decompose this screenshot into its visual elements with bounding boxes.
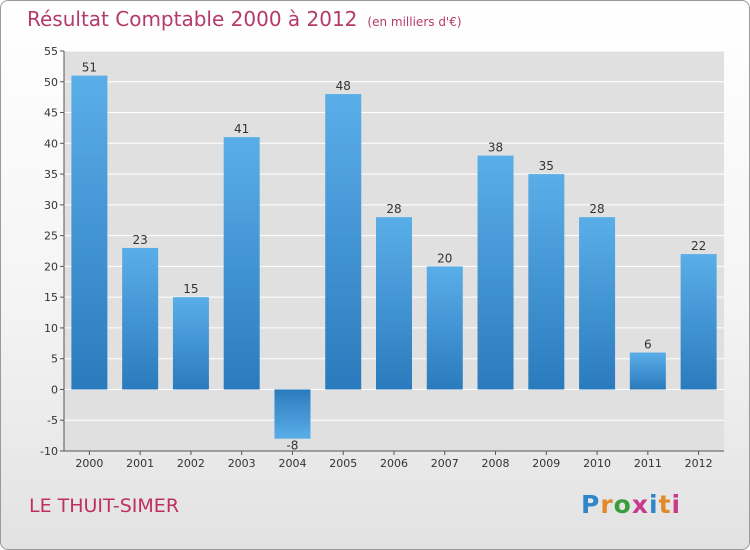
bar-2006 [376, 217, 412, 390]
bar-value-label: 48 [336, 79, 351, 93]
x-axis: 2000 2001 2002 2003 2004 2005 2006 2007 2008 2009… [64, 450, 724, 470]
y-tick-label: 15 [44, 291, 58, 304]
y-tick-label: 5 [51, 353, 58, 366]
bar-value-label: 28 [386, 202, 401, 216]
chart-title: Résultat Comptable 2000 à 2012 (en millie… [27, 7, 462, 31]
bar-value-label: 51 [82, 61, 97, 75]
bar-value-label: 20 [437, 251, 452, 265]
bar-value-label: 15 [183, 282, 198, 296]
x-tick-label: 2011 [634, 457, 662, 470]
x-tick-label: 2010 [583, 457, 611, 470]
bar-value-label: 28 [589, 202, 604, 216]
x-tick-label: 2004 [278, 457, 306, 470]
bar-2003 [223, 137, 260, 390]
bar-value-label: 22 [691, 239, 706, 253]
y-axis: -10 -5 0 5 10 15 20 25 30 35 40 45 50 55 [40, 45, 65, 458]
bar-value-label: -8 [286, 439, 298, 453]
bar-2007 [426, 266, 463, 390]
y-tick-label: 40 [44, 137, 58, 150]
y-tick-label: 0 [51, 383, 58, 396]
x-tick-label: 2002 [177, 457, 205, 470]
x-tick-label: 2009 [532, 457, 560, 470]
town-name: LE THUIT-SIMER [29, 495, 180, 517]
y-tick-label: -10 [40, 445, 58, 458]
x-tick-label: 2003 [228, 457, 256, 470]
bar-value-label: 23 [133, 233, 148, 247]
bar-2004 [274, 389, 311, 439]
y-tick-label: 25 [44, 230, 58, 243]
bar-2011 [629, 352, 666, 390]
y-tick-label: -5 [47, 414, 58, 427]
bar-2005 [325, 94, 362, 390]
y-tick-label: 50 [44, 76, 58, 89]
x-tick-label: 2007 [431, 457, 459, 470]
bars [71, 75, 717, 439]
proxiti-logo: Proxiti [581, 490, 682, 519]
y-tick-label: 35 [44, 168, 58, 181]
x-tick-label: 2012 [685, 457, 713, 470]
bar-2001 [122, 247, 159, 390]
y-tick-label: 45 [44, 107, 58, 120]
bar-2008 [477, 155, 514, 390]
bar-2000 [71, 75, 108, 390]
chart-title-text: Résultat Comptable 2000 à 2012 [27, 7, 358, 31]
bar-2010 [579, 217, 616, 390]
y-tick-label: 55 [44, 45, 58, 58]
bar-value-label: 38 [488, 141, 503, 155]
x-tick-label: 2005 [329, 457, 357, 470]
x-tick-label: 2008 [482, 457, 510, 470]
bar-value-label: 6 [644, 338, 652, 352]
y-tick-label: 30 [44, 199, 58, 212]
y-tick-label: 20 [44, 260, 58, 273]
chart-subtitle: (en milliers d'€) [367, 15, 462, 29]
x-tick-label: 2000 [75, 457, 103, 470]
bar-value-label: 41 [234, 122, 249, 136]
bar-2002 [172, 297, 209, 390]
bar-labels: 51 23 15 41 -8 48 28 20 38 35 28 6 22 [82, 61, 707, 453]
x-tick-label: 2001 [126, 457, 154, 470]
bar-2009 [528, 174, 565, 390]
bar-2012 [680, 254, 717, 390]
y-tick-label: 10 [44, 322, 58, 335]
bar-value-label: 35 [539, 159, 554, 173]
x-tick-label: 2006 [380, 457, 408, 470]
